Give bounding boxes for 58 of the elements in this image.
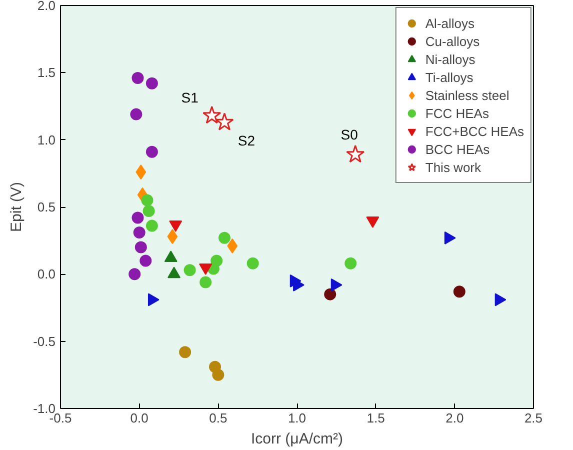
- legend-label: BCC HEAs: [425, 140, 490, 158]
- legend-label: Stainless steel: [425, 86, 510, 104]
- point: [246, 257, 259, 270]
- point: [324, 288, 336, 300]
- y-tick-label: -0.5: [33, 334, 56, 349]
- x-tick-label: 0.5: [209, 410, 228, 426]
- point: [132, 72, 144, 84]
- annotation: S2: [238, 132, 256, 148]
- point: [184, 264, 196, 276]
- legend-label: FCC HEAs: [425, 104, 489, 122]
- point: [344, 257, 357, 270]
- point: [142, 205, 155, 218]
- point: [330, 278, 342, 292]
- y-tick-label: 0.5: [37, 200, 56, 214]
- point: [136, 164, 146, 180]
- legend-label: FCC+BCC HEAs: [425, 122, 524, 140]
- point: [212, 368, 224, 381]
- point: [146, 220, 158, 232]
- x-axis-title: Icorr (μA/cm²): [251, 430, 343, 448]
- x-tick-label: 1.5: [366, 410, 385, 426]
- legend-label: Ti-alloys: [425, 68, 474, 86]
- point: [130, 108, 142, 120]
- point: [132, 212, 144, 224]
- y-tick-label: 0.0: [37, 266, 56, 282]
- x-tick-label: 1.0: [288, 410, 306, 426]
- legend-label: This work: [425, 158, 482, 176]
- x-tick-label: 2.0: [446, 410, 464, 426]
- x-tick-label: 2.5: [524, 410, 543, 426]
- point: [164, 250, 178, 262]
- point: [444, 231, 456, 244]
- point: [346, 144, 365, 163]
- annotation: S1: [181, 90, 199, 106]
- point: [202, 106, 222, 124]
- point: [134, 241, 147, 254]
- point: [146, 146, 158, 158]
- y-axis-title: Epit (V): [8, 182, 26, 232]
- point: [494, 293, 506, 306]
- point: [133, 226, 146, 239]
- point: [227, 238, 238, 254]
- point: [179, 346, 192, 358]
- point: [146, 77, 158, 90]
- point: [218, 232, 230, 244]
- y-tick-label: 1.0: [37, 132, 56, 148]
- legend-label: Al-alloys: [425, 14, 475, 32]
- y-tick-label: 1.5: [37, 65, 56, 80]
- point: [141, 194, 154, 206]
- point: [128, 268, 141, 280]
- point: [453, 286, 466, 298]
- legend-label: Cu-alloys: [425, 32, 480, 50]
- point: [140, 254, 152, 267]
- y-tick-label: -1.0: [33, 401, 56, 416]
- legend-label: Ni-alloys: [425, 50, 476, 68]
- point: [200, 276, 212, 288]
- point: [215, 112, 234, 130]
- x-tick-label: 0.0: [130, 410, 148, 426]
- annotation: S0: [340, 126, 358, 143]
- y-tick-label: 2.0: [37, 0, 56, 13]
- point: [167, 229, 178, 244]
